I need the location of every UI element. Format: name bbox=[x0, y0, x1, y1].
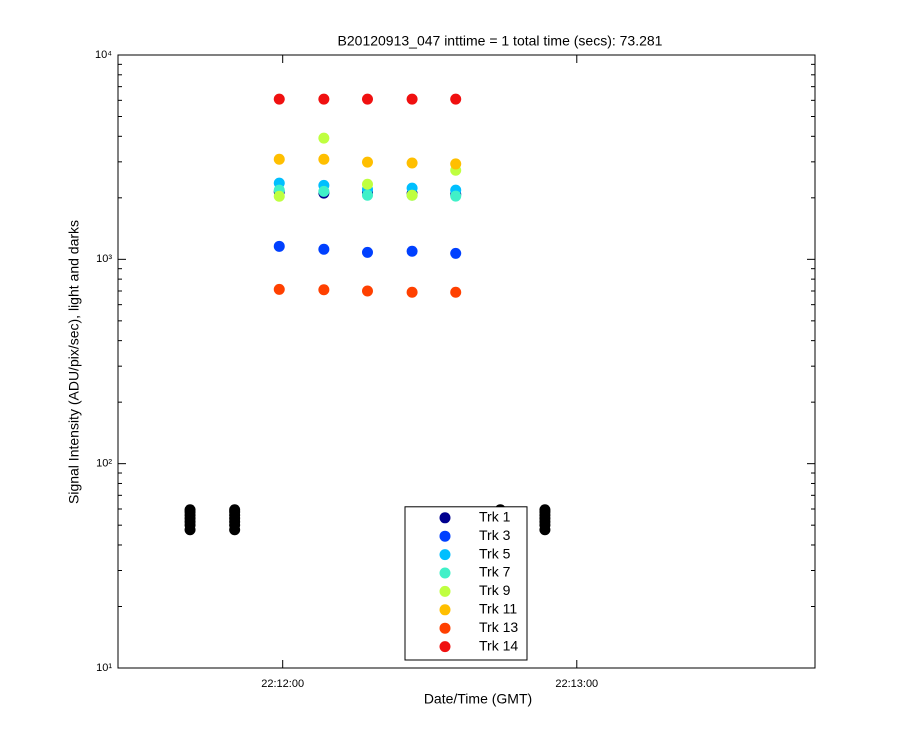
legend-marker bbox=[439, 585, 451, 597]
legend-label: Trk 3 bbox=[479, 527, 511, 543]
y-tick-label: 10¹ bbox=[96, 662, 112, 674]
data-point bbox=[361, 156, 373, 168]
data-point bbox=[361, 189, 373, 201]
legend-label: Trk 14 bbox=[479, 637, 518, 653]
x-tick-label: 22:13:00 bbox=[555, 678, 598, 690]
y-tick-label: 10³ bbox=[96, 253, 112, 265]
data-point bbox=[318, 284, 330, 296]
data-point bbox=[361, 246, 373, 258]
y-tick-label: 10⁴ bbox=[95, 49, 112, 61]
data-point bbox=[229, 504, 241, 516]
data-point bbox=[273, 240, 285, 252]
legend-marker bbox=[439, 567, 451, 579]
legend-label: Trk 1 bbox=[479, 509, 511, 525]
legend-label: Trk 7 bbox=[479, 564, 511, 580]
data-point bbox=[361, 93, 373, 105]
data-point bbox=[273, 190, 285, 202]
x-tick-label: 22:12:00 bbox=[261, 678, 304, 690]
legend-label: Trk 13 bbox=[479, 619, 518, 635]
data-point bbox=[450, 190, 462, 202]
legend-marker bbox=[439, 530, 451, 542]
legend-marker bbox=[439, 549, 451, 561]
legend-label: Trk 9 bbox=[479, 582, 511, 598]
data-point bbox=[318, 153, 330, 165]
legend-marker bbox=[439, 604, 451, 616]
data-point bbox=[361, 285, 373, 297]
data-point bbox=[406, 189, 418, 201]
x-axis-label: Date/Time (GMT) bbox=[424, 691, 532, 707]
legend-marker bbox=[439, 641, 451, 653]
data-point bbox=[406, 245, 418, 257]
legend-marker bbox=[439, 512, 451, 524]
data-point bbox=[273, 153, 285, 165]
data-point bbox=[184, 504, 196, 516]
legend-label: Trk 5 bbox=[479, 545, 511, 561]
y-tick-label: 10² bbox=[96, 458, 112, 470]
data-point bbox=[318, 132, 330, 144]
data-point bbox=[450, 93, 462, 105]
data-point bbox=[318, 185, 330, 197]
data-point bbox=[450, 247, 462, 259]
data-point bbox=[450, 286, 462, 298]
data-point bbox=[406, 286, 418, 298]
chart-title: B20120913_047 inttime = 1 total time (se… bbox=[338, 33, 663, 49]
data-point bbox=[539, 504, 551, 516]
data-point bbox=[318, 243, 330, 255]
legend-marker bbox=[439, 622, 451, 634]
data-point bbox=[361, 178, 373, 190]
y-axis-label: Signal Intensity (ADU/pix/sec), light an… bbox=[66, 220, 82, 504]
data-point bbox=[273, 93, 285, 105]
data-point bbox=[450, 158, 462, 170]
legend-label: Trk 11 bbox=[479, 601, 517, 617]
data-point bbox=[318, 93, 330, 105]
data-point bbox=[273, 283, 285, 295]
data-point bbox=[406, 157, 418, 169]
legend-box bbox=[404, 506, 528, 661]
data-point bbox=[406, 93, 418, 105]
